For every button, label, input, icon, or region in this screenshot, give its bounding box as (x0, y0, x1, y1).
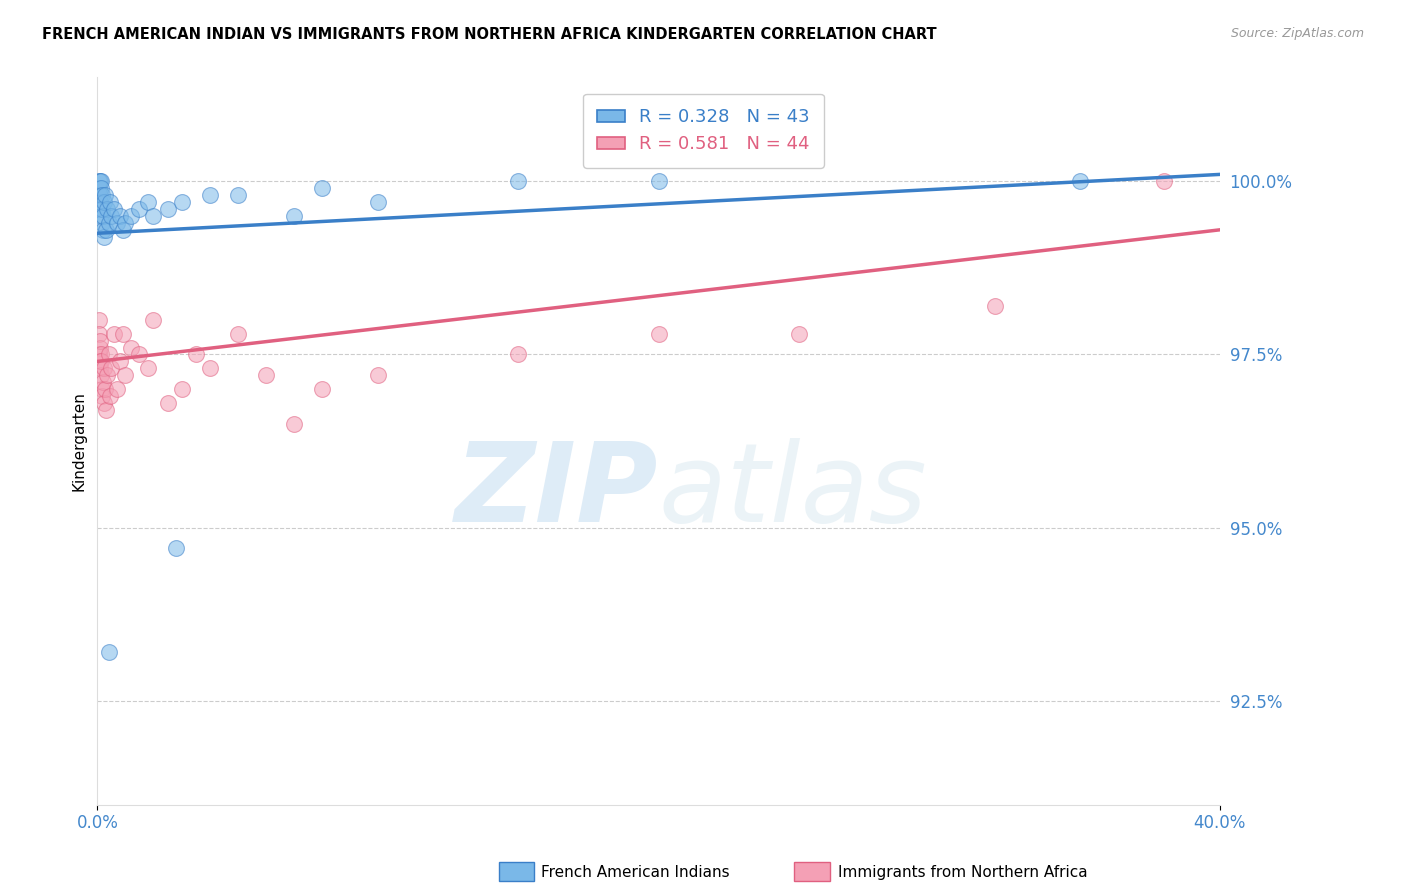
Point (89, 347, 111, 361)
Point (93, 361, 115, 376)
Point (91, 216, 114, 230)
Y-axis label: Kindergarten: Kindergarten (72, 391, 86, 491)
Point (108, 209, 131, 223)
Point (97, 216, 120, 230)
Point (184, 347, 207, 361)
Point (87, 313, 110, 327)
Point (1069, 174, 1091, 188)
Point (94, 188, 117, 202)
Point (114, 368, 136, 383)
Text: Immigrants from Northern Africa: Immigrants from Northern Africa (838, 865, 1088, 880)
Point (111, 326, 134, 341)
Point (91, 375, 114, 389)
Point (100, 361, 122, 376)
Point (90, 181, 112, 195)
Point (90, 188, 112, 202)
Point (100, 209, 122, 223)
Point (142, 313, 165, 327)
Point (311, 382, 333, 396)
Point (90, 368, 112, 383)
Point (111, 223, 134, 237)
Point (1153, 174, 1175, 188)
Point (508, 174, 530, 188)
Point (91, 389, 114, 403)
Point (198, 361, 221, 376)
Point (170, 382, 193, 396)
Point (89, 202, 111, 216)
Point (89, 361, 111, 376)
Point (97, 347, 120, 361)
Point (89, 174, 111, 188)
Point (93, 229, 115, 244)
Point (90, 347, 112, 361)
Point (142, 209, 165, 223)
Point (89, 188, 111, 202)
Point (87, 181, 110, 195)
Point (89, 341, 111, 355)
Point (87, 326, 110, 341)
Point (367, 195, 389, 210)
Text: French American Indians: French American Indians (541, 865, 730, 880)
Point (114, 216, 136, 230)
Point (108, 354, 131, 368)
Point (96, 368, 118, 383)
Point (97, 645, 120, 659)
Text: FRENCH AMERICAN INDIAN VS IMMIGRANTS FROM NORTHERN AFRICA KINDERGARTEN CORRELATI: FRENCH AMERICAN INDIAN VS IMMIGRANTS FRO… (42, 27, 936, 42)
Point (105, 382, 128, 396)
Point (128, 202, 150, 216)
Point (136, 361, 159, 376)
Point (367, 368, 389, 383)
Point (156, 202, 179, 216)
Point (647, 174, 669, 188)
Point (984, 299, 1007, 313)
Point (198, 188, 221, 202)
Point (103, 326, 125, 341)
Point (283, 209, 305, 223)
Point (226, 188, 249, 202)
Text: ZIP: ZIP (456, 439, 658, 546)
Point (508, 347, 530, 361)
Point (90, 382, 112, 396)
Point (165, 541, 187, 556)
Point (93, 396, 115, 410)
Point (89, 174, 111, 188)
Point (90, 209, 112, 223)
Point (647, 326, 669, 341)
Point (120, 209, 142, 223)
Point (156, 396, 179, 410)
Point (311, 181, 333, 195)
Point (94, 382, 117, 396)
Point (93, 195, 115, 210)
Text: Source: ZipAtlas.com: Source: ZipAtlas.com (1230, 27, 1364, 40)
Point (90, 354, 112, 368)
Point (787, 326, 810, 341)
Point (136, 195, 159, 210)
Point (128, 347, 150, 361)
Point (254, 368, 277, 383)
Legend: R = 0.328   N = 43, R = 0.581   N = 44: R = 0.328 N = 43, R = 0.581 N = 44 (583, 94, 824, 168)
Point (91, 223, 114, 237)
Point (91, 202, 114, 216)
Point (105, 216, 128, 230)
Text: atlas: atlas (658, 439, 927, 546)
Point (91, 209, 114, 223)
Point (96, 202, 118, 216)
Point (120, 341, 142, 355)
Point (89, 195, 111, 210)
Point (98, 389, 121, 403)
Point (226, 326, 249, 341)
Point (90, 174, 112, 188)
Point (103, 202, 125, 216)
Point (89, 354, 111, 368)
Point (170, 195, 193, 210)
Point (283, 417, 305, 431)
Point (94, 223, 117, 237)
Point (89, 334, 111, 348)
Point (98, 195, 121, 210)
Point (94, 403, 117, 417)
